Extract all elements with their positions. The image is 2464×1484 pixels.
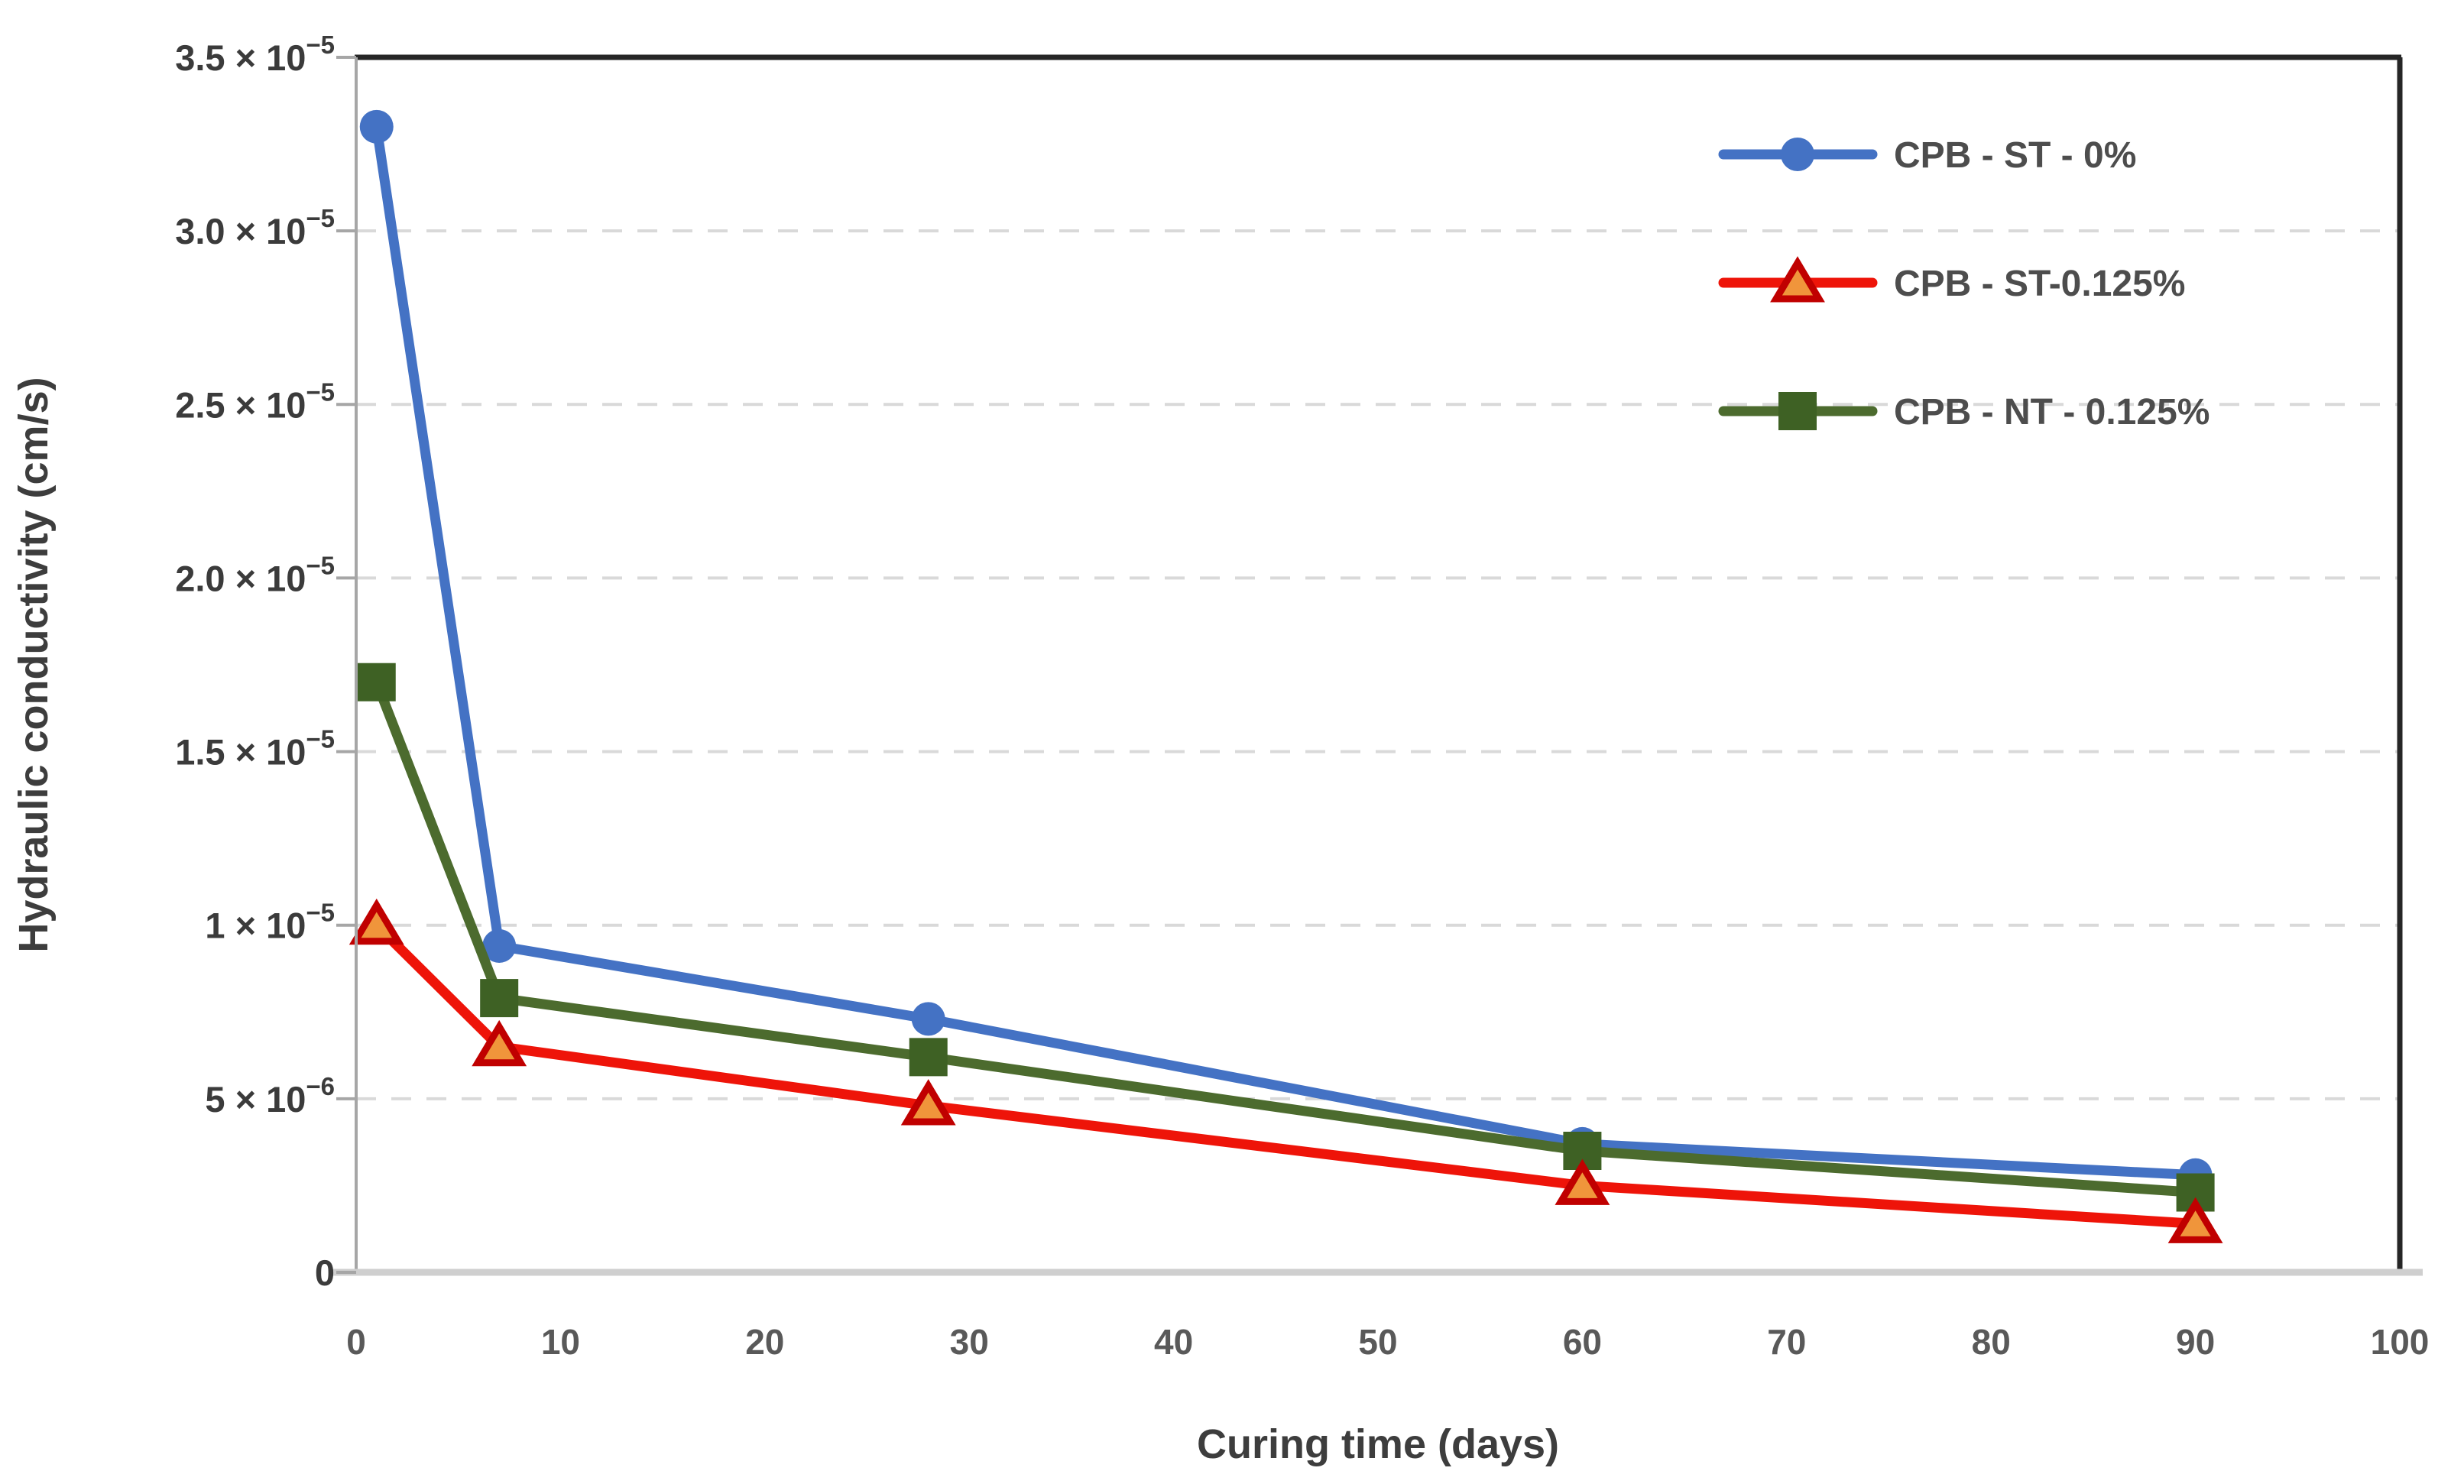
y-tick-label: 0 [315,1252,335,1293]
y-tick-label: 1.5 × 10−5 [175,725,335,773]
data-point-circle [1781,138,1814,171]
data-point-circle [911,1002,945,1036]
x-tick-label: 100 [2371,1322,2430,1362]
series-square [357,663,2215,1212]
x-tick-label: 30 [950,1322,989,1362]
data-point-circle [482,928,517,963]
x-tick-label: 60 [1563,1322,1602,1362]
x-tick-label: 40 [1154,1322,1193,1362]
data-point-square [1778,392,1817,430]
y-axis-tick-labels: 3.5 × 10−5 3.0 × 10−5 2.5 × 10−5 2.0 × 10−5… [175,31,335,1293]
y-tick-label: 5 × 10−6 [205,1072,335,1119]
legend-item-label: CPB - ST - 0% [1894,135,2136,176]
x-tick-label: 0 [346,1322,366,1362]
data-point-triangle [349,898,404,945]
data-point-triangle [1555,1158,1610,1205]
y-tick-label: 2.5 × 10−5 [175,377,335,425]
legend-item: CPB - NT - 0.125% [1718,392,2209,433]
x-tick-label: 70 [1767,1322,1806,1362]
data-point-triangle [2167,1197,2223,1243]
x-tick-label: 20 [745,1322,784,1362]
data-series [349,109,2223,1243]
gridlines [356,229,2400,1100]
data-point-square [909,1038,948,1077]
series-triangle [349,898,2223,1243]
data-point-triangle [472,1019,527,1067]
x-tick-label: 50 [1358,1322,1397,1362]
data-point-square [480,979,519,1018]
series-line [371,677,2201,1198]
data-point-triangle [900,1079,956,1126]
y-tick-label: 2.0 × 10−5 [175,551,335,598]
axes [333,54,2423,1276]
x-axis-tick-labels: 0 10 20 30 40 50 60 70 80 90 100 [346,1322,2429,1362]
legend-item-label: CPB - ST-0.125% [1894,264,2185,304]
y-tick-label: 3.5 × 10−5 [175,31,335,78]
legend-item: CPB - ST - 0% [1718,135,2136,176]
x-tick-label: 80 [1972,1322,2011,1362]
y-tick-label: 3.0 × 10−5 [175,204,335,251]
legend-item: CPB - ST-0.125% [1718,256,2185,304]
data-point-triangle [1770,256,1825,303]
data-point-circle [359,109,394,144]
y-axis-title: Hydraulic conductivity (cm/s) [11,377,57,952]
x-tick-label: 90 [2176,1322,2215,1362]
legend-item-label: CPB - NT - 0.125% [1894,392,2209,433]
y-tick-label: 1 × 10−5 [205,899,335,946]
x-tick-label: 10 [541,1322,580,1362]
x-axis-title: Curing time (days) [1197,1421,1559,1467]
legend: CPB - ST - 0% CPB - ST-0.125% CPB - NT - 0… [1718,135,2209,433]
data-point-square [357,663,396,701]
